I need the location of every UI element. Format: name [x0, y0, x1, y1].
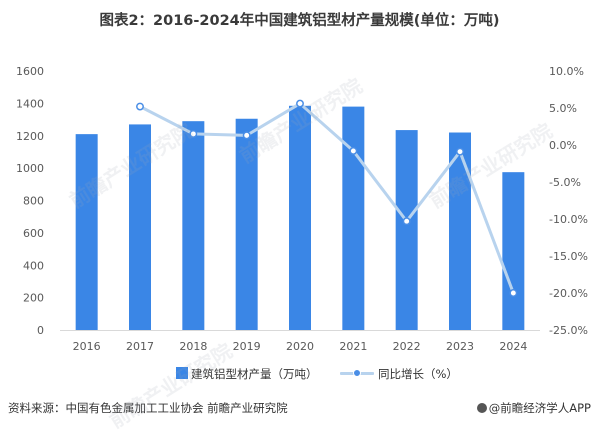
growth-line: [138, 102, 515, 295]
legend-bar-swatch: [176, 367, 188, 379]
growth-point: [402, 217, 411, 226]
y-right-tick-label: 0.0%: [549, 139, 577, 152]
x-tick-label: 2021: [339, 340, 367, 353]
bar: [342, 106, 365, 330]
x-tick-label: 2016: [73, 340, 101, 353]
y-left-tick-label: 600: [23, 227, 44, 240]
y-left-tick-label: 200: [23, 292, 44, 305]
growth-point: [136, 102, 144, 111]
x-tick-label: 2017: [126, 340, 154, 353]
growth-point: [456, 147, 464, 156]
bar: [75, 134, 98, 330]
x-tick-label: 2024: [499, 340, 527, 353]
chart-legend: 建筑铝型材产量（万吨） 同比增长（%）: [0, 366, 599, 384]
y-left-tick-label: 800: [23, 195, 44, 208]
y-left-tick-label: 1400: [16, 97, 44, 110]
growth-point: [242, 131, 251, 140]
brand-logo-icon: [476, 403, 487, 413]
bar: [182, 121, 205, 331]
x-tick-label: 2018: [179, 340, 207, 353]
bar: [449, 132, 471, 330]
legend-line-label: 同比增长（%）: [378, 367, 458, 381]
y-right-tick-label: -10.0%: [549, 213, 588, 226]
bar: [502, 172, 525, 330]
x-tick-label: 2020: [286, 340, 314, 353]
chart-plot: 0 200 400 600 800 1000 1200 1400 1600 -25.0% -20.0…: [16, 65, 588, 353]
y-right-tick-label: -25.0%: [549, 324, 588, 337]
source-note: 资料来源：中国有色金属加工工业协会 前瞻产业研究院: [8, 401, 288, 415]
y-right-tick-label: -15.0%: [549, 250, 588, 263]
x-tick-label: 2023: [446, 340, 474, 353]
y-right-tick-label: 5.0%: [549, 102, 577, 115]
y-left-tick-label: 0: [37, 324, 44, 337]
growth-point: [296, 99, 304, 108]
growth-point: [189, 129, 198, 138]
x-tick-label: 2019: [233, 340, 261, 353]
chart-title: 图表2：2016-2024年中国建筑铝型材产量规模(单位：万吨): [99, 13, 500, 29]
y-left-tick-label: 1200: [16, 130, 44, 143]
growth-point: [349, 146, 358, 155]
growth-point: [509, 289, 518, 297]
y-right-tick-label: -20.0%: [549, 287, 588, 300]
bar: [129, 124, 151, 330]
y-left-tick-label: 400: [23, 259, 44, 272]
y-right-tick-label: -5.0%: [549, 176, 581, 189]
x-tick-label: 2022: [393, 340, 421, 353]
bar: [235, 118, 258, 330]
brand-credit: @前瞻经济学人APP: [476, 400, 591, 416]
legend-bar-label: 建筑铝型材产量（万吨）: [191, 367, 318, 381]
brand-text: @前瞻经济学人APP: [488, 401, 591, 415]
y-left-tick-label: 1600: [16, 65, 44, 78]
y-right-tick-label: 10.0%: [549, 65, 584, 78]
y-left-tick-label: 1000: [16, 162, 44, 175]
bar: [395, 130, 418, 330]
legend-line-marker: [353, 368, 361, 377]
bar: [289, 105, 311, 330]
